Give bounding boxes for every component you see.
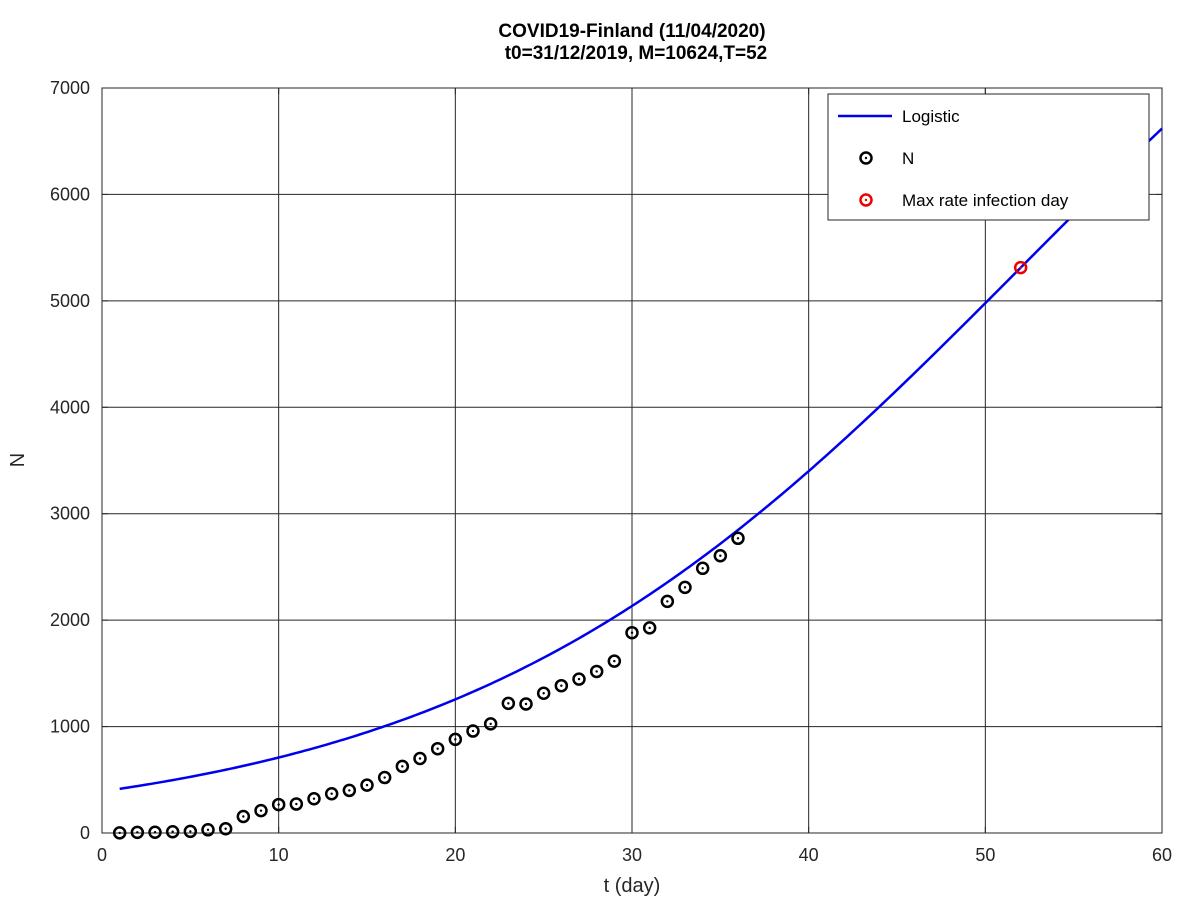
data-point-n: [678, 580, 692, 595]
x-tick-label: 60: [1152, 845, 1172, 865]
y-tick-label: 4000: [50, 397, 90, 417]
data-point-n: [607, 654, 622, 668]
x-tick-label: 10: [269, 845, 289, 865]
data-point-n: [360, 778, 374, 792]
data-point-n: [519, 697, 533, 711]
data-point-n: [342, 783, 357, 798]
data-point-n: [713, 549, 728, 563]
data-point-n: [201, 823, 215, 837]
data-point-n: [130, 825, 145, 840]
legend-label-max-rate: Max rate infection day: [902, 191, 1069, 210]
data-point-n: [466, 724, 480, 738]
y-tick-label: 1000: [50, 717, 90, 737]
data-point-n: [236, 809, 251, 824]
data-point-n: [483, 717, 498, 731]
y-tick-label: 7000: [50, 78, 90, 98]
data-point-n: [660, 594, 675, 609]
data-point-n: [324, 786, 339, 801]
x-axis-ticks: 0 10 20 30 40 50 60: [97, 88, 1172, 865]
series-layer: [112, 127, 1163, 840]
x-tick-label: 40: [799, 845, 819, 865]
data-point-n: [413, 751, 427, 766]
data-point-n: [271, 797, 286, 812]
series-line-logistic: [119, 127, 1163, 791]
data-point-n: [642, 621, 657, 635]
data-point-n: [572, 672, 586, 686]
data-point-n: [377, 770, 392, 785]
legend-label-n: N: [902, 149, 914, 168]
data-point-n: [183, 824, 198, 839]
data-point-n: [148, 825, 162, 840]
data-point-n: [501, 696, 516, 711]
legend-marker-max-rate: [859, 193, 873, 207]
y-tick-label: 3000: [50, 504, 90, 524]
data-point-n: [695, 561, 710, 576]
data-point-n: [254, 803, 268, 818]
data-point-n: [395, 759, 410, 774]
data-point-n: [448, 732, 463, 747]
y-axis-ticks: 0 1000 2000 3000 4000 5000 6000 7000: [50, 78, 1162, 843]
legend-marker-n: [859, 151, 873, 165]
data-point-n: [307, 791, 321, 806]
y-tick-label: 0: [80, 823, 90, 843]
y-tick-label: 6000: [50, 184, 90, 204]
data-point-n: [731, 531, 745, 546]
data-point-max-rate: [1013, 260, 1028, 275]
y-axis-label: N: [7, 453, 29, 467]
x-tick-label: 0: [97, 845, 107, 865]
x-tick-label: 50: [975, 845, 995, 865]
data-point-n: [430, 741, 445, 756]
data-point-n: [165, 824, 180, 839]
legend: Logistic N Max rate infection day: [827, 93, 1150, 221]
data-point-n: [112, 826, 127, 840]
data-point-n: [554, 678, 569, 693]
chart-title: COVID19-Finland (11/04/2020): [498, 21, 765, 42]
y-tick-label: 5000: [50, 291, 90, 311]
data-point-n: [536, 686, 551, 701]
data-point-n: [218, 821, 233, 836]
data-point-n: [289, 797, 304, 811]
legend-label-logistic: Logistic: [902, 107, 960, 126]
data-point-n: [625, 625, 639, 640]
x-tick-label: 20: [445, 845, 465, 865]
data-point-n: [589, 664, 604, 679]
chart-subtitle: t0=31/12/2019, M=10624,T=52: [505, 43, 768, 64]
x-axis-label: t (day): [604, 875, 661, 897]
y-tick-label: 2000: [50, 610, 90, 630]
x-tick-label: 30: [622, 845, 642, 865]
